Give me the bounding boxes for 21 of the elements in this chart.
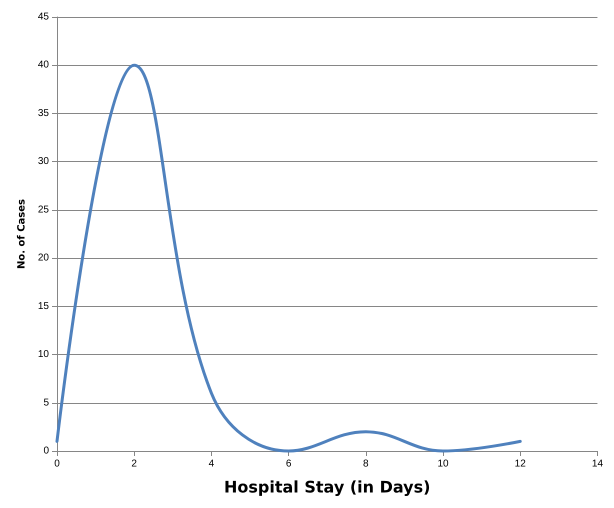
x-tick-label: 2 bbox=[131, 458, 138, 470]
y-tick-label: 15 bbox=[38, 300, 50, 312]
y-tick-label: 40 bbox=[38, 60, 50, 71]
line-series bbox=[56, 64, 522, 452]
x-tick-label: 10 bbox=[437, 458, 450, 470]
x-tick-label: 4 bbox=[208, 458, 215, 470]
y-tick-label: 0 bbox=[43, 446, 50, 456]
y-tick-label: 30 bbox=[38, 156, 50, 168]
y-tick-label: 25 bbox=[38, 204, 50, 216]
y-tick-label: 35 bbox=[38, 108, 50, 119]
y-axis-title: No. of Cases bbox=[16, 198, 28, 269]
x-tick-label: 12 bbox=[514, 458, 526, 470]
y-tick-label: 10 bbox=[38, 349, 50, 360]
x-tick-label: 0 bbox=[54, 458, 60, 470]
y-tick-label: 45 bbox=[38, 12, 50, 22]
x-axis-title: Hospital Stay (in Days) bbox=[224, 478, 430, 496]
x-tick-label: 6 bbox=[286, 458, 292, 470]
x-tick-label: 8 bbox=[363, 458, 370, 470]
y-tick-label: 20 bbox=[38, 252, 50, 264]
x-tick-label: 14 bbox=[592, 458, 604, 470]
y-tick-label: 5 bbox=[43, 397, 50, 408]
